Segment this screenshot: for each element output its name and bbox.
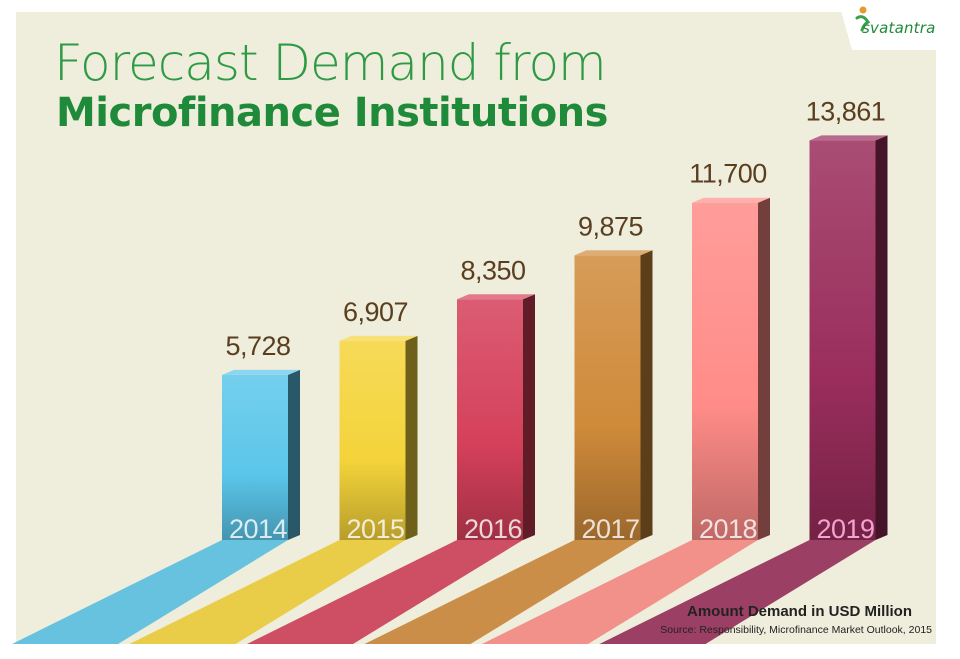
unit-label: Amount Demand in USD Million <box>687 603 912 620</box>
value-label-2018: 11,700 <box>689 159 767 189</box>
category-label-2018: 2018 <box>699 514 757 544</box>
bar-top-2017 <box>574 250 653 256</box>
bar-2019 <box>809 140 876 540</box>
bar-shadow-2016 <box>247 540 523 644</box>
bar-side-2016 <box>523 294 535 540</box>
bar-top-2014 <box>222 369 300 375</box>
brand-name: svatantra <box>862 19 936 37</box>
bar-top-2019 <box>809 135 888 141</box>
bar-side-2017 <box>640 250 653 540</box>
value-label-2015: 6,907 <box>343 297 408 327</box>
bar-2014 <box>222 374 288 540</box>
bar-2018 <box>692 202 758 540</box>
bar-2016 <box>457 299 523 540</box>
bar-side-2014 <box>288 369 300 540</box>
bar-top-2016 <box>457 294 535 300</box>
chart-title-line2: Microfinance Institutions <box>56 90 608 136</box>
bar-shadow-2015 <box>129 540 406 644</box>
bar-side-2019 <box>875 135 888 540</box>
bar-2017 <box>574 255 641 540</box>
category-label-2015: 2015 <box>346 514 404 544</box>
category-label-2016: 2016 <box>464 514 522 544</box>
chart-title-line1: Forecast Demand from <box>54 34 607 92</box>
category-label-2017: 2017 <box>581 514 639 544</box>
source-note: Source: Responsibility, Microfinance Mar… <box>660 624 932 636</box>
bar-2015 <box>339 340 406 540</box>
bar-shadow-2019 <box>599 540 876 644</box>
value-label-2016: 8,350 <box>460 255 525 285</box>
bar-side-2015 <box>405 335 418 540</box>
bar-shadow-2017 <box>364 540 641 644</box>
bar-top-2015 <box>339 335 418 341</box>
bar-shadow-2018 <box>482 540 758 644</box>
value-label-2014: 5,728 <box>225 331 290 361</box>
bar-side-2018 <box>758 197 770 540</box>
bar-shadow-2014 <box>12 540 288 644</box>
category-label-2019: 2019 <box>816 514 874 544</box>
bar-top-2018 <box>692 197 770 203</box>
category-label-2014: 2014 <box>229 514 288 544</box>
value-label-2017: 9,875 <box>578 211 643 241</box>
brand-logo <box>838 0 960 50</box>
value-label-2019: 13,861 <box>806 96 886 126</box>
